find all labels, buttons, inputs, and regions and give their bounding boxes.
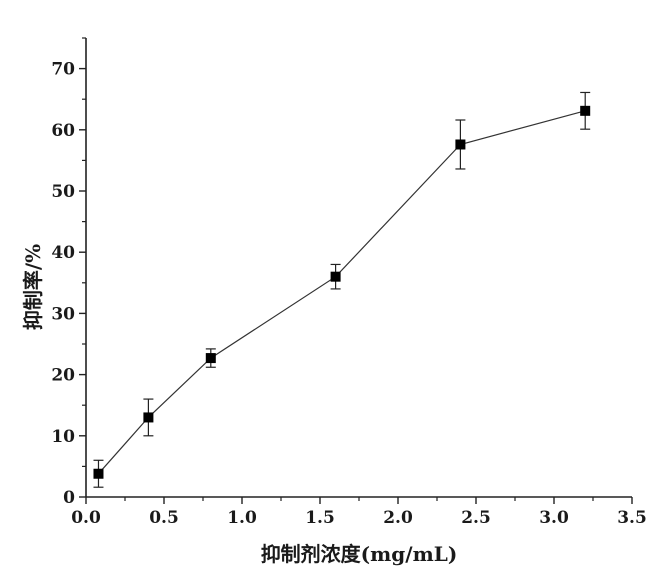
y-tick-label: 30 (51, 304, 75, 324)
x-tick-label: 1.5 (305, 508, 335, 528)
x-tick-label: 1.0 (227, 508, 257, 528)
x-axis-title: 抑制剂浓度(mg/mL) (261, 542, 458, 566)
data-point-marker (580, 105, 591, 116)
x-tick-label: 3.5 (617, 508, 647, 528)
x-tick-label: 0.0 (71, 508, 101, 528)
y-tick-label: 20 (51, 366, 75, 386)
y-axis-title: 抑制率/% (21, 244, 45, 330)
data-point-marker (93, 468, 104, 479)
series-line (98, 110, 586, 475)
data-point-marker (330, 271, 341, 282)
x-tick-label: 2.0 (383, 508, 413, 528)
x-tick-label: 2.5 (461, 508, 491, 528)
data-series (93, 91, 591, 488)
data-point-marker (143, 412, 154, 423)
y-tick-label: 40 (51, 243, 75, 263)
axis-ticks: 0.0 0.5 1.0 1.5 2.0 2.5 3.0 3.5 0 10 20 30 40 50 60 70 (51, 37, 647, 528)
y-tick-label: 10 (51, 427, 75, 447)
x-tick-label: 3.0 (539, 508, 569, 528)
y-tick-label: 70 (51, 60, 75, 80)
y-tick-label: 60 (51, 121, 75, 141)
y-tick-label: 50 (51, 182, 75, 202)
data-point-marker (205, 353, 216, 364)
y-tick-label: 0 (63, 488, 75, 508)
x-tick-label: 0.5 (149, 508, 179, 528)
data-point-marker (455, 139, 466, 150)
